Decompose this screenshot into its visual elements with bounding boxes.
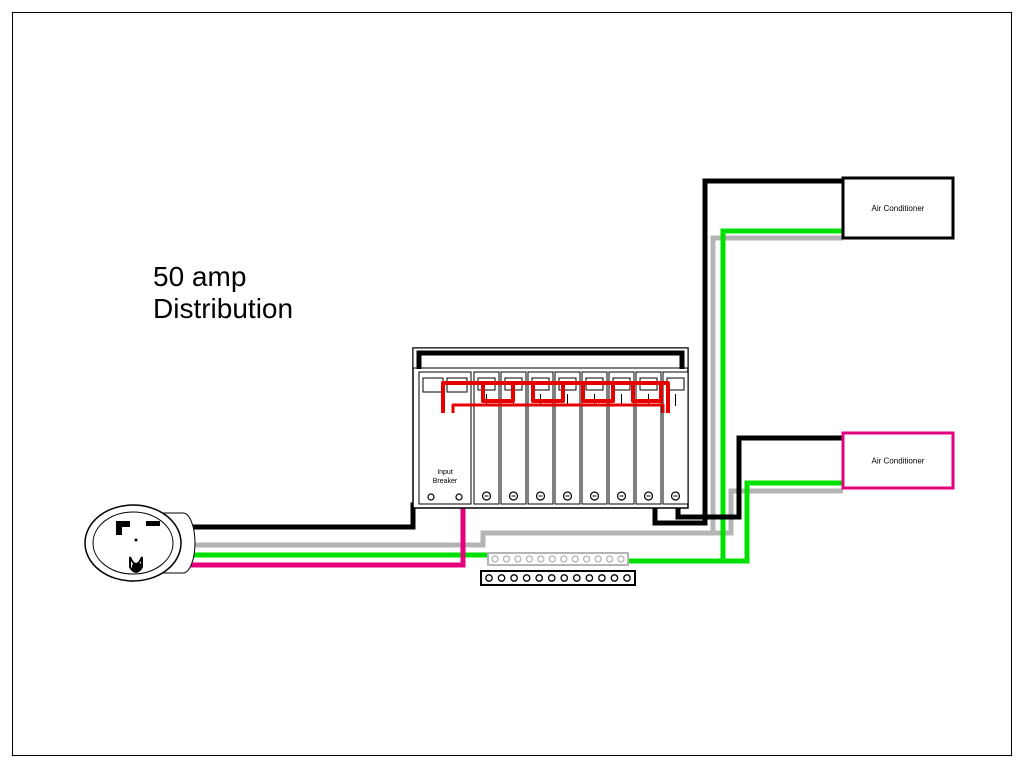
input-breaker-label: Input [437,469,453,476]
breaker-slot [474,372,499,504]
breaker-slot [636,372,661,504]
diagram-frame: 50 amp Distribution InputBreakerAir Cond… [12,12,1012,756]
load-label-ac1: Air Conditioner [872,204,925,213]
wire-plug-grey-neutral [158,533,688,545]
plug-prong-ground [132,563,142,571]
wiring-svg: Input Breaker Air Conditioner Air Condition… [13,13,1013,757]
breaker-slot [582,372,607,504]
plug-prong-neutral [146,521,160,526]
breaker-slot [555,372,580,504]
svg-text:Breaker: Breaker [433,478,458,485]
load-label-ac2: Air Conditioner [872,457,925,466]
